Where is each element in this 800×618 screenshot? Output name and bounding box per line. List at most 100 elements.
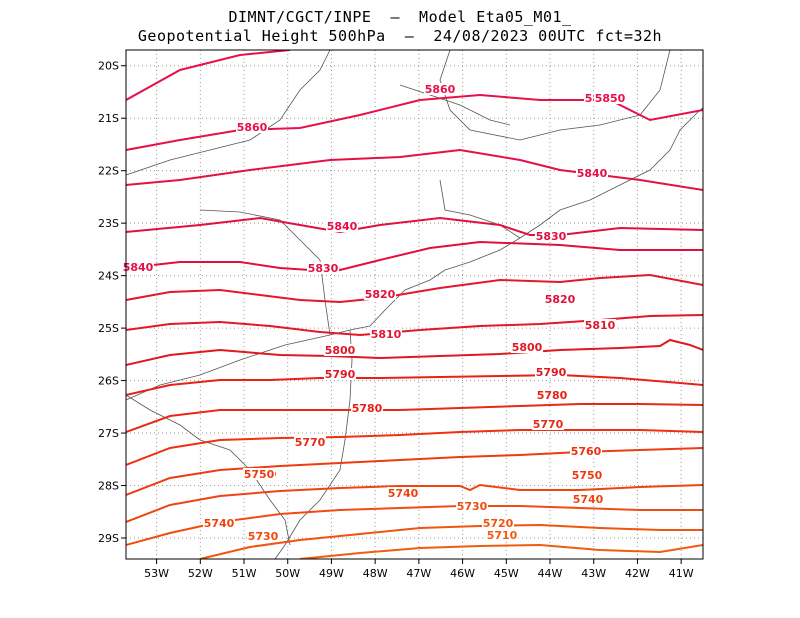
contour-label-bg [535, 366, 567, 378]
contour-label-5750: 5750 [244, 468, 275, 481]
contour-label-5840: 5840 [123, 261, 154, 274]
contour-label-bg [247, 530, 279, 542]
contour-label-bg [482, 517, 514, 529]
river-1 [399, 84, 511, 126]
contour-label-bg [535, 230, 567, 242]
contour-label-5760: 5760 [571, 445, 602, 458]
x-tick-label: 50W [275, 567, 300, 580]
contour-line-5830 [126, 216, 703, 236]
contour-label-bg [571, 469, 603, 481]
contour-label-5820: 5820 [365, 288, 396, 301]
contour-line-5860 [126, 50, 291, 101]
contour-label-5780: 5780 [352, 402, 383, 415]
contour-label-5740: 5740 [388, 487, 419, 500]
state-border-1 [126, 50, 331, 176]
contour-label-bg [536, 389, 568, 401]
y-tick-label: 22S [98, 165, 119, 178]
contour-line-5810 [126, 273, 703, 304]
contour-label-5730: 5730 [457, 500, 488, 513]
contour-label-5810: 5810 [585, 319, 616, 332]
title-line-2: Geopotential Height 500hPa – 24/08/2023 … [137, 27, 663, 45]
coastline-borders [126, 50, 703, 559]
contour-label-5860: 5860 [237, 121, 268, 134]
contour-label-bg [424, 83, 456, 95]
contour-label-5840: 5840 [577, 167, 608, 180]
title-line-1: DIMNT/CGCT/INPE – Model Eta05_M01_ [228, 8, 572, 26]
contour-label-bg [364, 288, 396, 300]
contour-line-5760 [126, 429, 703, 466]
y-tick-label: 20S [98, 60, 119, 73]
contour-label-bg [243, 468, 275, 480]
x-tick-label: 53W [144, 567, 169, 580]
contour-line-5740 [126, 483, 703, 523]
contour-line-5710 [299, 543, 703, 559]
contour-label-bg [576, 167, 608, 179]
x-tick-label: 48W [363, 567, 388, 580]
contour-label-5860: 5860 [425, 83, 456, 96]
contour-label-5800: 5800 [512, 341, 543, 354]
x-tick-label: 41W [669, 567, 694, 580]
contour-label-bg [351, 402, 383, 414]
x-tick-label: 44W [538, 567, 563, 580]
x-tick-label: 47W [406, 567, 431, 580]
contour-label-bg [236, 121, 268, 133]
contour-label-5840: 5840 [327, 220, 358, 233]
coastline [126, 107, 703, 401]
y-tick-label: 29S [98, 532, 119, 545]
contour-label-bg [486, 529, 518, 541]
x-tick-label: 52W [188, 567, 213, 580]
contour-label-bg [572, 493, 604, 505]
contour-label-bg [511, 341, 543, 353]
contour-label-5790: 5790 [325, 368, 356, 381]
contour-label-5710: 5710 [487, 529, 518, 542]
y-axis-ticks: 20S 21S 22S 23S 24S 25S 26S 27S 28S 29S [98, 60, 126, 545]
contour-line-5780 [126, 373, 703, 396]
contour-label-bg [544, 293, 576, 305]
contour-line-5840 [126, 148, 703, 191]
y-tick-label: 23S [98, 217, 119, 230]
contour-line-5770 [126, 403, 703, 433]
contour-label-5740: 5740 [573, 493, 604, 506]
contour-line-5720 [199, 523, 703, 559]
contour-label-5720: 5720 [483, 517, 514, 530]
y-tick-label: 21S [98, 112, 119, 125]
contour-label-bg [584, 319, 616, 331]
contour-label-bg [326, 220, 358, 232]
x-tick-label: 43W [581, 567, 606, 580]
contour-line-5790 [126, 338, 703, 366]
contour-label-bg [307, 262, 339, 274]
contour-label-5770: 5770 [533, 418, 564, 431]
contour-label-5800: 5800 [325, 344, 356, 357]
contour-label-bg [203, 517, 235, 529]
grid-lines [126, 50, 703, 559]
height-contours [126, 50, 703, 559]
contour-label-5830: 5830 [308, 262, 339, 275]
contour-labels: 5860586058505850584058405840583058305820… [122, 83, 626, 543]
y-tick-label: 26S [98, 375, 119, 388]
contour-label-bg [324, 344, 356, 356]
y-tick-label: 27S [98, 427, 119, 440]
contour-label-bg [122, 261, 154, 273]
x-tick-label: 49W [319, 567, 344, 580]
y-tick-label: 24S [98, 270, 119, 283]
contour-label-bg [594, 92, 626, 104]
contour-label-bg [532, 418, 564, 430]
map-frame [125, 49, 704, 560]
contour-label-5750: 5750 [572, 469, 603, 482]
contour-label-bg [570, 445, 602, 457]
contour-line-5820 [126, 240, 703, 271]
state-border-2 [199, 209, 331, 336]
state-border-5 [439, 179, 521, 239]
contour-label-bg [294, 436, 326, 448]
contour-label-5810: 5810 [371, 328, 402, 341]
contour-label-bg [456, 500, 488, 512]
contour-label-bg [370, 328, 402, 340]
contour-label-5730: 5730 [248, 530, 279, 543]
y-tick-label: 25S [98, 322, 119, 335]
contour-label-5850: 5850 [595, 92, 626, 105]
x-tick-label: 42W [625, 567, 650, 580]
contour-label-5820: 5820 [545, 293, 576, 306]
contour-line-5800 [126, 314, 703, 337]
contour-label-bg [324, 368, 356, 380]
